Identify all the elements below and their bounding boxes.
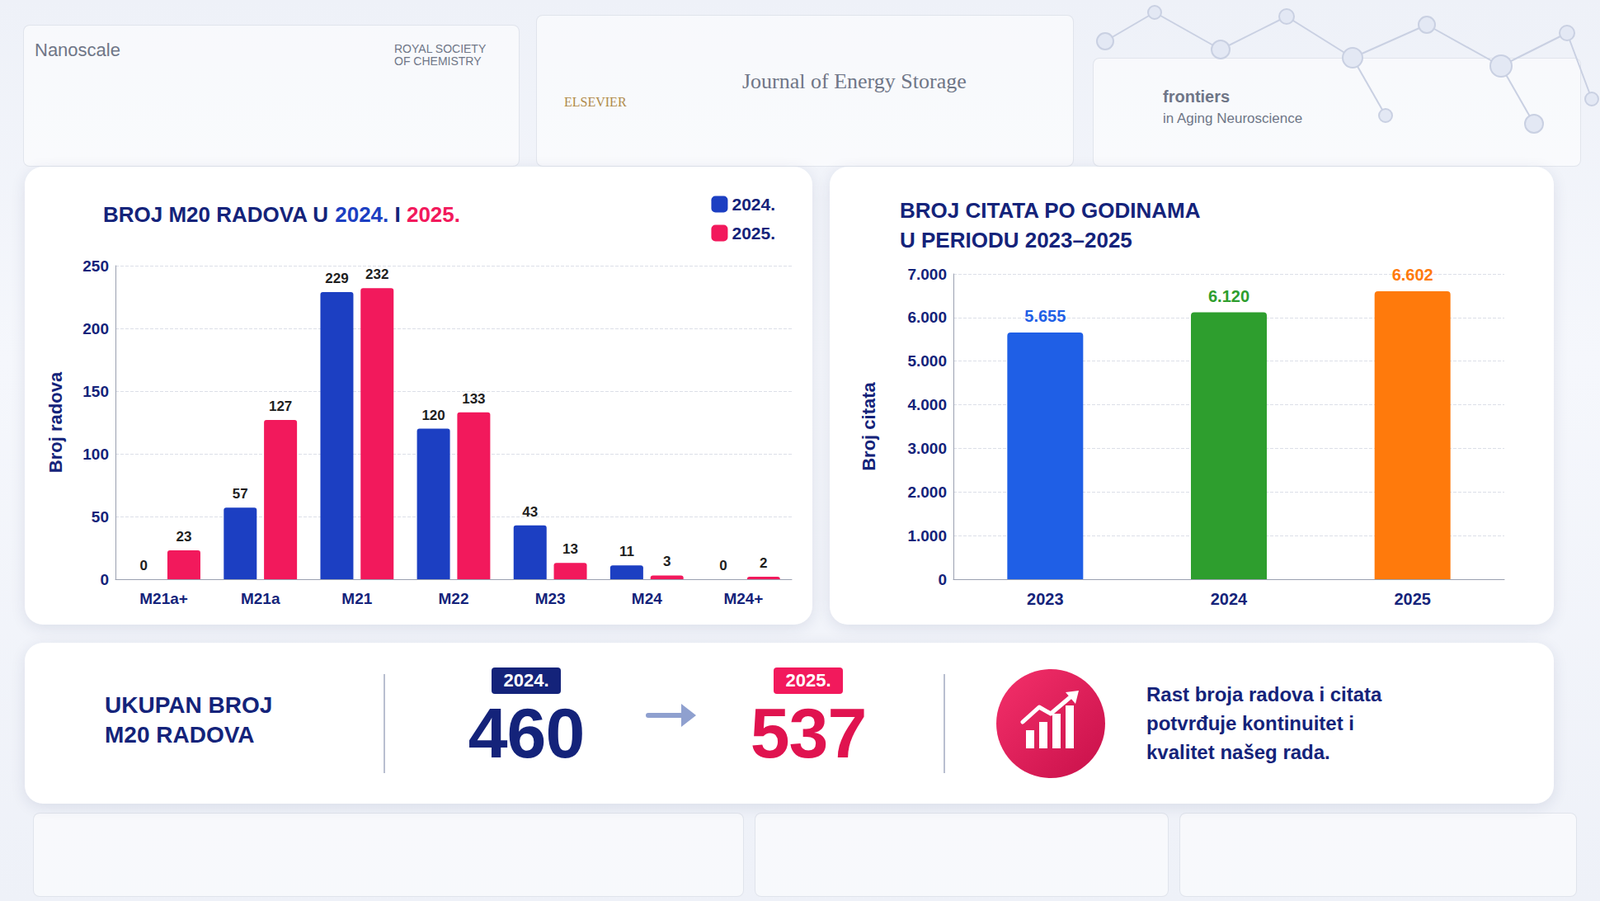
svg-text:0: 0 <box>719 557 727 574</box>
svg-text:4.000: 4.000 <box>907 395 947 414</box>
svg-text:3.000: 3.000 <box>907 439 947 457</box>
svg-text:0: 0 <box>139 557 147 574</box>
svg-text:6.602: 6.602 <box>1392 265 1434 284</box>
html-text:2024.: 2024. <box>503 669 549 691</box>
svg-text:250: 250 <box>82 257 109 275</box>
svg-text:0: 0 <box>937 570 947 589</box>
html-text:460: 460 <box>468 692 585 772</box>
svg-text:23: 23 <box>176 528 193 545</box>
svg-text:2025.: 2025. <box>406 202 461 227</box>
svg-text:127: 127 <box>268 398 292 415</box>
svg-text:I: I <box>388 202 407 227</box>
svg-text:2024.: 2024. <box>731 194 776 214</box>
svg-text:5.655: 5.655 <box>1024 306 1066 325</box>
svg-text:2: 2 <box>759 555 768 571</box>
svg-text:232: 232 <box>365 266 389 283</box>
svg-text:BROJ M20 RADOVA U: BROJ M20 RADOVA U <box>103 202 335 227</box>
svg-text:0: 0 <box>99 570 109 589</box>
svg-text:M21a+: M21a+ <box>139 589 189 608</box>
svg-text:13: 13 <box>562 541 579 557</box>
svg-text:229: 229 <box>324 270 349 287</box>
svg-text:7.000: 7.000 <box>907 265 947 283</box>
html-text:frontiers: frontiers <box>1162 87 1230 106</box>
svg-text:6.000: 6.000 <box>907 308 947 326</box>
svg-text:U PERIODU 2023–2025: U PERIODU 2023–2025 <box>899 227 1133 253</box>
svg-text:50: 50 <box>91 508 109 526</box>
svg-text:6.120: 6.120 <box>1208 287 1250 306</box>
svg-text:M23: M23 <box>535 589 566 608</box>
svg-text:133: 133 <box>461 390 485 407</box>
svg-text:120: 120 <box>421 407 445 424</box>
svg-text:BROJ CITATA PO GODINAMA: BROJ CITATA PO GODINAMA <box>899 197 1201 223</box>
svg-text:2023: 2023 <box>1026 589 1064 608</box>
svg-text:Broj radova: Broj radova <box>45 371 66 473</box>
html-text:ELSEVIER: ELSEVIER <box>564 94 627 109</box>
svg-text:M24+: M24+ <box>723 589 763 608</box>
svg-text:2025: 2025 <box>1393 589 1431 608</box>
svg-text:200: 200 <box>82 320 109 338</box>
svg-text:43: 43 <box>522 503 538 520</box>
html-text:Journal of Energy Storage: Journal of Energy Storage <box>742 69 967 94</box>
svg-text:M24: M24 <box>631 589 663 608</box>
svg-text:M21a: M21a <box>240 589 281 608</box>
html-text:in Aging Neuroscience: in Aging Neuroscience <box>1162 110 1303 127</box>
svg-text:57: 57 <box>232 485 249 502</box>
svg-text:2024: 2024 <box>1210 589 1248 608</box>
html-text:2025.: 2025. <box>785 669 831 691</box>
svg-text:M22: M22 <box>438 589 470 608</box>
html-text:Rast broja radova i citata pot: Rast broja radova i citata potvrđuje kon… <box>1146 682 1382 763</box>
html-text:537: 537 <box>750 692 867 772</box>
svg-text:2.000: 2.000 <box>907 483 947 501</box>
svg-text:2025.: 2025. <box>731 223 776 243</box>
svg-text:Broj citata: Broj citata <box>858 381 880 471</box>
svg-text:11: 11 <box>619 543 635 560</box>
svg-text:3: 3 <box>663 553 671 570</box>
html-text:Nanoscale: Nanoscale <box>34 39 121 61</box>
svg-text:M21: M21 <box>341 589 372 608</box>
svg-text:100: 100 <box>82 445 109 463</box>
svg-text:150: 150 <box>82 382 109 400</box>
svg-text:1.000: 1.000 <box>907 527 947 545</box>
svg-text:5.000: 5.000 <box>907 352 947 370</box>
svg-text:2024.: 2024. <box>334 202 389 227</box>
html-text:UKUPAN BROJ M20 RADOVA: UKUPAN BROJ M20 RADOVA <box>104 691 273 748</box>
html-text:ROYAL SOCIETY OF CHEMISTRY: ROYAL SOCIETY OF CHEMISTRY <box>394 42 486 68</box>
